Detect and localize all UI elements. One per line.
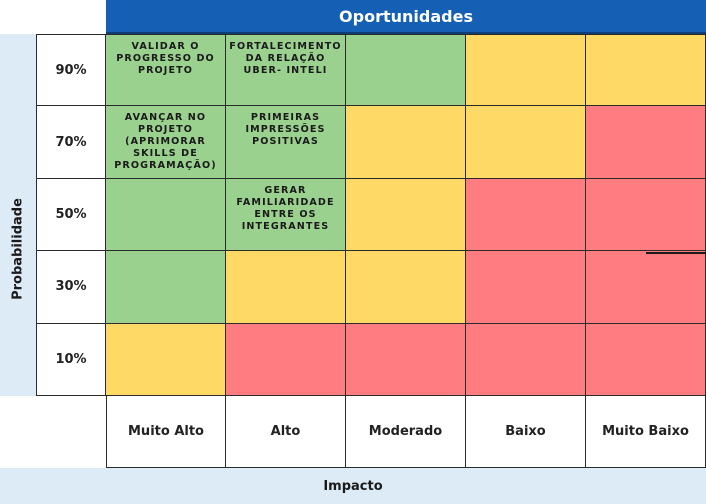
- matrix-cell-yellow: [346, 178, 466, 252]
- impact-level-label: Muito Alto: [106, 395, 226, 468]
- matrix-cell-green: AVANÇAR NO PROJETO (APRIMORAR SKILLS DE …: [106, 106, 226, 179]
- probability-axis-label: Probabilidade: [10, 198, 26, 300]
- matrix-cell-green: FORTALECIMENTO DA RELAÇÃO UBER- INTELI: [226, 34, 346, 107]
- matrix-cell-yellow: [466, 106, 586, 179]
- matrix-cell-red: [466, 323, 586, 396]
- matrix-cell-red: [586, 178, 706, 252]
- matrix-cell-yellow: [226, 251, 346, 324]
- matrix-cell-red: [466, 251, 586, 324]
- probability-level-label: 30%: [36, 251, 106, 324]
- matrix-cell-yellow: [466, 34, 586, 107]
- opportunity-text: VALIDAR O PROGRESSO DO PROJETO: [116, 41, 215, 76]
- probability-axis-band: Probabilidade: [0, 34, 36, 396]
- matrix-cell-green: VALIDAR O PROGRESSO DO PROJETO: [106, 34, 226, 107]
- matrix-cell-yellow: [586, 34, 706, 107]
- probability-level-label: 10%: [36, 323, 106, 396]
- matrix-cell-yellow: [346, 106, 466, 179]
- matrix-cell-red: [586, 323, 706, 396]
- opportunity-text: FORTALECIMENTO DA RELAÇÃO UBER- INTELI: [229, 41, 342, 76]
- bottom-left-blank: [36, 395, 106, 468]
- matrix-cell-green: [106, 178, 226, 252]
- matrix-cell-green: [346, 34, 466, 107]
- opportunity-matrix-grid: 90% VALIDAR O PROGRESSO DO PROJETO FORTALE…: [36, 34, 706, 468]
- header-title: Oportunidades: [106, 0, 706, 34]
- impact-level-label: Moderado: [346, 395, 466, 468]
- matrix-cell-yellow: [106, 323, 226, 396]
- matrix-cell-red: [586, 251, 706, 324]
- matrix-cell-red: [586, 106, 706, 179]
- matrix-cell-green: GERAR FAMILIARIDADE ENTRE OS INTEGRANTES: [226, 178, 346, 252]
- matrix-cell-red: [346, 323, 466, 396]
- matrix-cell-yellow: [346, 251, 466, 324]
- matrix-cell-red: [226, 323, 346, 396]
- probability-level-label: 70%: [36, 106, 106, 179]
- matrix-cell-red: [466, 178, 586, 252]
- opportunity-text: GERAR FAMILIARIDADE ENTRE OS INTEGRANTES: [236, 184, 335, 232]
- impact-level-label: Baixo: [466, 395, 586, 468]
- matrix-cell-green: [106, 251, 226, 324]
- opportunity-text: AVANÇAR NO PROJETO (APRIMORAR SKILLS DE …: [114, 112, 217, 172]
- probability-level-label: 90%: [36, 34, 106, 107]
- impact-axis-label: Impacto: [0, 468, 706, 504]
- matrix-cell-green: PRIMEIRAS IMPRESSÕES POSITIVAS: [226, 106, 346, 179]
- probability-level-label: 50%: [36, 178, 106, 252]
- stray-line-mark: [646, 252, 706, 254]
- top-left-blank: [0, 0, 106, 34]
- impact-level-label: Muito Baixo: [586, 395, 706, 468]
- opportunity-text: PRIMEIRAS IMPRESSÕES POSITIVAS: [245, 112, 326, 148]
- impact-level-label: Alto: [226, 395, 346, 468]
